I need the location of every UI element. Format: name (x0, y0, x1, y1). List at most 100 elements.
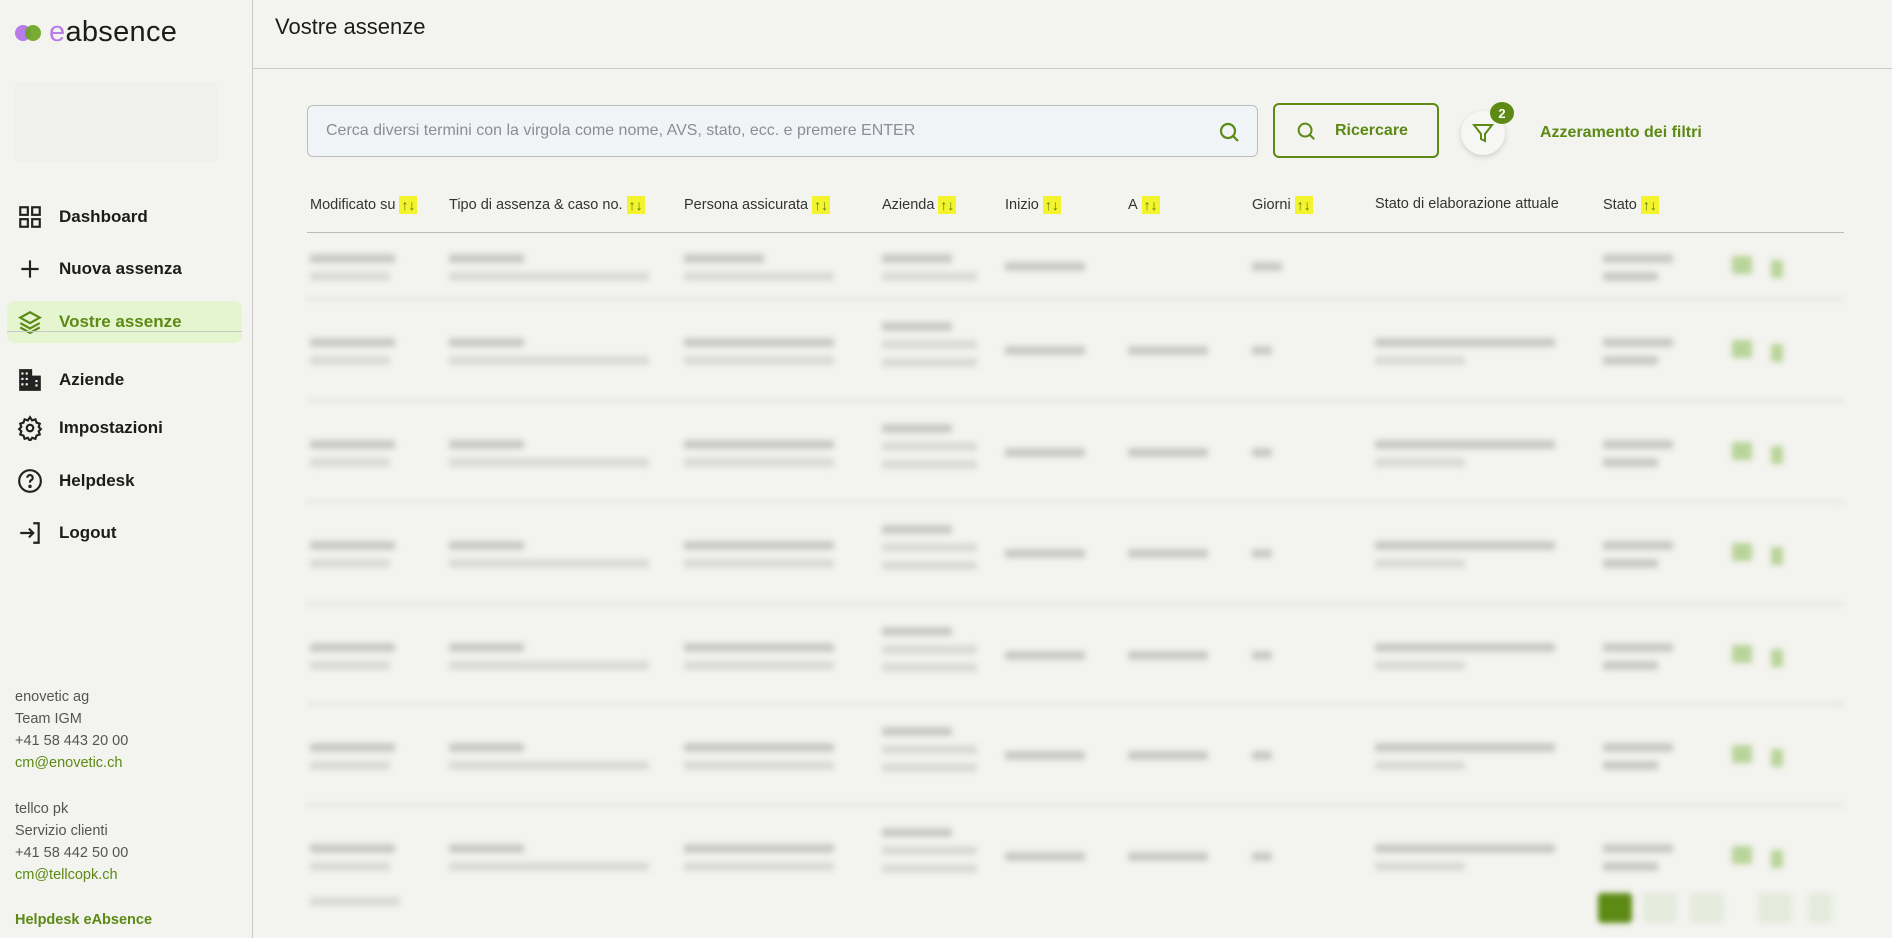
sidebar-item-dashboard[interactable]: Dashboard (7, 196, 242, 238)
column-header[interactable]: Stato di elaborazione attuale (1375, 196, 1559, 212)
redacted-text (1375, 660, 1465, 670)
pagination-page-active[interactable] (1598, 893, 1632, 923)
edit-icon[interactable] (1732, 845, 1752, 864)
search-input[interactable] (326, 122, 1206, 140)
search-icon[interactable] (1217, 120, 1241, 144)
detail-icon[interactable] (1771, 343, 1783, 362)
user-card (14, 82, 218, 162)
edit-icon[interactable] (1732, 339, 1752, 358)
column-label: A (1128, 197, 1138, 213)
reset-filters-link[interactable]: Azzeramento dei filtri (1540, 124, 1702, 141)
detail-icon[interactable] (1771, 849, 1783, 868)
sort-icon[interactable]: ↑↓ (399, 196, 418, 214)
contact-email-link[interactable]: cm@enovetic.ch (15, 755, 123, 771)
redacted-text (1252, 345, 1272, 355)
edit-icon[interactable] (1732, 441, 1752, 460)
sort-icon[interactable]: ↑↓ (938, 196, 957, 214)
contact-team: Team IGM (15, 711, 82, 727)
contact-email-link[interactable]: cm@tellcopk.ch (15, 867, 118, 883)
redacted-text (1375, 337, 1555, 347)
pagination-page[interactable] (1643, 893, 1677, 923)
edit-icon[interactable] (1732, 644, 1752, 663)
page-header: Vostre assenze (253, 0, 1892, 69)
redacted-text (310, 540, 395, 550)
row-divider (307, 499, 1844, 505)
redacted-text (449, 355, 649, 365)
sort-icon[interactable]: ↑↓ (812, 196, 831, 214)
redacted-text (882, 744, 977, 754)
column-header[interactable]: Modificato su ↑↓ (310, 196, 418, 214)
redacted-text (449, 760, 649, 770)
pagination-next[interactable] (1808, 893, 1832, 923)
detail-icon[interactable] (1771, 648, 1783, 667)
edit-icon[interactable] (1732, 744, 1752, 763)
sort-icon[interactable]: ↑↓ (626, 196, 645, 214)
column-label: Stato (1603, 197, 1637, 213)
redacted-text (1375, 861, 1465, 871)
column-header[interactable]: Azienda ↑↓ (882, 196, 957, 214)
redacted-text (882, 441, 977, 451)
sidebar-item-logout[interactable]: Logout (7, 512, 242, 554)
layers-icon (18, 311, 42, 335)
detail-icon[interactable] (1771, 445, 1783, 464)
redacted-text (1128, 650, 1208, 660)
logo[interactable]: eabsence (15, 16, 177, 49)
detail-icon[interactable] (1771, 748, 1783, 767)
search-button-label: Ricercare (1335, 121, 1408, 139)
redacted-text (310, 642, 395, 652)
detail-icon[interactable] (1771, 259, 1783, 278)
sidebar-item-impostazioni[interactable]: Impostazioni (7, 407, 242, 449)
redacted-text (1005, 261, 1085, 271)
search-button[interactable]: Ricercare (1273, 103, 1439, 158)
redacted-text (1375, 457, 1465, 467)
sidebar-item-label: Aziende (59, 370, 125, 389)
redacted-text (1603, 558, 1658, 568)
redacted-text (1375, 540, 1555, 550)
redacted-text (882, 762, 977, 772)
redacted-text (882, 271, 977, 281)
divider (7, 331, 242, 332)
redacted-text (1252, 447, 1272, 457)
column-header[interactable]: Inizio ↑↓ (1005, 196, 1061, 214)
redacted-text (1603, 861, 1658, 871)
redacted-text (449, 337, 524, 347)
sort-icon[interactable]: ↑↓ (1042, 196, 1061, 214)
sort-icon[interactable]: ↑↓ (1294, 196, 1313, 214)
row-divider (307, 601, 1844, 607)
pagination-page[interactable] (1758, 893, 1792, 923)
building-icon (19, 369, 41, 391)
helpdesk-link[interactable]: Helpdesk eAbsence (15, 912, 153, 928)
redacted-text (449, 271, 649, 281)
redacted-text (1603, 642, 1673, 652)
redacted-text (449, 861, 649, 871)
pagination-page[interactable] (1690, 893, 1724, 923)
detail-icon[interactable] (1771, 546, 1783, 565)
sort-icon[interactable]: ↑↓ (1640, 196, 1659, 214)
redacted-text (684, 253, 764, 263)
sidebar-item-nuova-assenza[interactable]: Nuova assenza (7, 248, 242, 290)
sidebar-item-vostre-assenze[interactable]: Vostre assenze (7, 301, 242, 343)
contact-phone: +41 58 442 50 00 (15, 845, 129, 861)
column-label: Giorni (1252, 197, 1291, 213)
sidebar-item-label: Vostre assenze (59, 312, 182, 331)
redacted-text (310, 558, 390, 568)
redacted-text (1603, 457, 1658, 467)
contact-phone: +41 58 443 20 00 (15, 733, 129, 749)
redacted-text (684, 760, 834, 770)
redacted-text (882, 560, 977, 570)
column-header[interactable]: Tipo di assenza & caso no. ↑↓ (449, 196, 645, 214)
redacted-text (1603, 843, 1673, 853)
column-header[interactable]: Giorni ↑↓ (1252, 196, 1313, 214)
edit-icon[interactable] (1732, 255, 1752, 274)
redacted-text (310, 742, 395, 752)
sort-icon[interactable]: ↑↓ (1141, 196, 1160, 214)
redacted-text (1252, 851, 1272, 861)
column-header[interactable]: A ↑↓ (1128, 196, 1160, 214)
sidebar-item-helpdesk[interactable]: Helpdesk (7, 460, 242, 502)
contact-team: Servizio clienti (15, 823, 108, 839)
sidebar-item-aziende[interactable]: Aziende (7, 359, 242, 401)
plus-icon (21, 260, 39, 278)
edit-icon[interactable] (1732, 542, 1752, 561)
column-header[interactable]: Persona assicurata ↑↓ (684, 196, 831, 214)
column-header[interactable]: Stato ↑↓ (1603, 196, 1659, 214)
